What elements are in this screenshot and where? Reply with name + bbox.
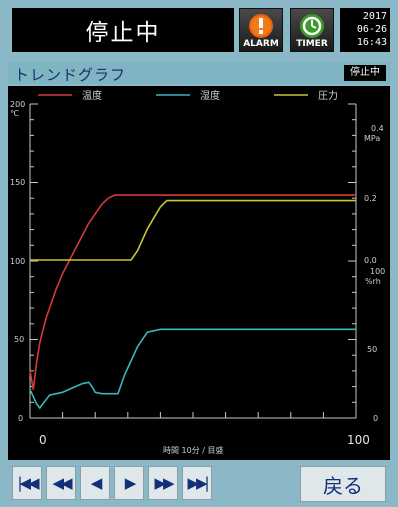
right-axis-p-mid: 0.2: [364, 194, 377, 203]
series-group: [29, 194, 356, 410]
right-axis-h-bottom: 0: [373, 414, 378, 423]
alarm-icon: [249, 14, 273, 38]
back-button-label: 戻る: [323, 473, 363, 498]
left-ticks: [30, 103, 356, 419]
x-axis-label: 時間 10分 / 目盛: [163, 445, 224, 455]
trend-chart: 温度 湿度 圧力 200 ℃ 150 100 50 0 0.4 MPa 0.2 …: [8, 86, 390, 460]
series-line-0: [29, 194, 356, 390]
first-page-icon: |◀◀: [17, 474, 39, 492]
right-axis-p-top: 0.4: [371, 124, 384, 133]
title-status-badge: 停止中: [344, 65, 386, 81]
left-axis-100: 100: [10, 257, 25, 266]
timer-icon: [300, 14, 324, 38]
series-line-1: [29, 328, 356, 410]
date-monthday: 06-26: [356, 24, 387, 35]
last-page-icon: ▶▶|: [187, 474, 209, 492]
fast-forward-icon: ▶▶: [154, 474, 174, 492]
right-axis-h-top: 100: [370, 267, 385, 276]
alarm-label: ALARM: [243, 39, 279, 49]
trend-chart-svg: 温度 湿度 圧力 200 ℃ 150 100 50 0 0.4 MPa 0.2 …: [10, 89, 385, 455]
datetime-display: 2017 06-26 16:43: [340, 8, 390, 52]
timer-button[interactable]: TIMER: [290, 8, 334, 52]
right-axis-p-bottom: 0.0: [364, 256, 377, 265]
fast-back-button[interactable]: ◀◀: [46, 466, 76, 500]
series-line-2: [30, 199, 356, 261]
fast-forward-button[interactable]: ▶▶: [148, 466, 178, 500]
first-page-button[interactable]: |◀◀: [12, 466, 42, 500]
left-axis-150: 150: [10, 178, 25, 187]
x-ticks: [29, 412, 357, 418]
step-forward-icon: ▶: [124, 474, 136, 492]
back-button[interactable]: 戻る: [300, 466, 386, 502]
right-axis-p-unit: MPa: [364, 134, 380, 143]
last-page-button[interactable]: ▶▶|: [182, 466, 212, 500]
navigation-bar: |◀◀ ◀◀ ◀ ▶ ▶▶ ▶▶| 戻る: [8, 462, 390, 506]
x-axis-start: 0: [39, 433, 47, 447]
x-axis-end: 100: [347, 433, 370, 447]
time-display: 16:43: [356, 37, 387, 48]
operation-status-text: 停止中: [85, 20, 161, 46]
left-axis-50: 50: [14, 335, 24, 344]
date-year: 2017: [362, 11, 387, 22]
alarm-button[interactable]: ALARM: [239, 8, 283, 52]
left-axis-200: 200: [10, 100, 25, 109]
operation-status: 停止中: [12, 8, 234, 52]
legend-humid-label: 湿度: [200, 89, 220, 102]
fast-back-icon: ◀◀: [52, 474, 72, 492]
screen-title-bar: トレンドグラフ 停止中: [8, 62, 390, 84]
right-axis-h-mid: 50: [367, 345, 377, 354]
step-forward-button[interactable]: ▶: [114, 466, 144, 500]
timer-label: TIMER: [296, 39, 328, 49]
step-back-icon: ◀: [90, 474, 102, 492]
left-axis-unit: ℃: [10, 109, 19, 118]
header-bar: 停止中 ALARM TIMER 2017 06-26 16:43: [0, 0, 398, 60]
screen-title: トレンドグラフ: [14, 66, 127, 84]
legend-temp-label: 温度: [82, 89, 102, 102]
legend-press-label: 圧力: [318, 89, 338, 102]
left-axis-0: 0: [18, 414, 23, 423]
step-back-button[interactable]: ◀: [80, 466, 110, 500]
right-axis-h-unit: %rh: [365, 277, 381, 286]
